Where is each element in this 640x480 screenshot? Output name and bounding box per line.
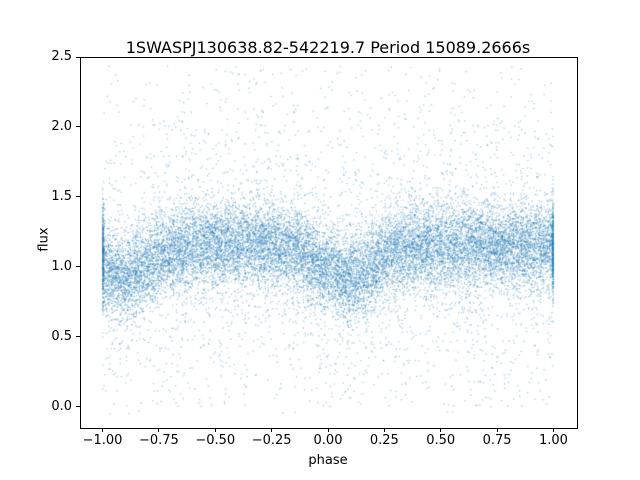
x-tick-mark (102, 428, 104, 432)
y-tick-mark (76, 406, 80, 408)
x-tick-mark (271, 428, 273, 432)
x-axis-label: phase (308, 453, 348, 468)
chart-title: 1SWASPJ130638.82-542219.7 Period 15089.2… (125, 38, 531, 57)
x-tick-label: 1.00 (538, 433, 568, 448)
x-tick-mark (158, 428, 160, 432)
y-tick-mark (76, 196, 80, 198)
x-tick-mark (214, 428, 216, 432)
x-tick-label: 0.50 (426, 433, 456, 448)
x-tick-label: −0.25 (251, 433, 292, 448)
y-tick-label: 2.0 (51, 118, 72, 134)
y-axis-label: flux (36, 227, 52, 252)
y-tick-label: 1.0 (51, 258, 72, 274)
x-tick-label: −1.00 (82, 433, 123, 448)
x-tick-label: −0.75 (138, 433, 179, 448)
x-tick-label: 0.75 (482, 433, 512, 448)
scatter-points (80, 57, 576, 427)
y-tick-label: 1.5 (51, 188, 72, 204)
x-tick-label: 0.25 (369, 433, 399, 448)
x-tick-mark (440, 428, 442, 432)
x-tick-label: −0.50 (195, 433, 236, 448)
y-tick-label: 0.5 (51, 328, 72, 344)
y-tick-label: 2.5 (51, 49, 72, 64)
x-tick-mark (327, 428, 329, 432)
x-tick-mark (552, 428, 554, 432)
y-tick-mark (76, 336, 80, 338)
y-tick-label: 0.0 (51, 398, 72, 414)
y-tick-mark (76, 56, 80, 58)
x-tick-mark (496, 428, 498, 432)
x-tick-label: 0.00 (313, 433, 343, 448)
x-tick-mark (383, 428, 385, 432)
y-tick-mark (76, 126, 80, 128)
y-tick-mark (76, 266, 80, 268)
